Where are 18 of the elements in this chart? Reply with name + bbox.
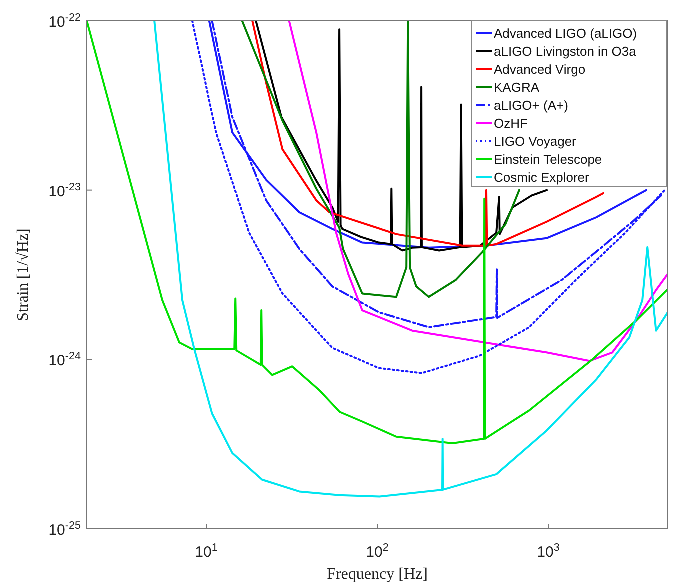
y-tick-label: 10$^{-24}$	[48, 350, 81, 370]
x-tick-label: 10$^{2}$	[366, 542, 389, 561]
legend-label: Einstein Telescope	[494, 152, 602, 167]
legend-label: Advanced Virgo	[494, 62, 586, 77]
y-tick-label: 10$^{-23}$	[48, 181, 81, 200]
x-tick-label: 10$^{1}$	[195, 542, 218, 561]
legend-label: Advanced LIGO (aLIGO)	[494, 26, 638, 41]
x-axis-title: Frequency [Hz]	[327, 566, 428, 583]
y-tick-label: 10$^{-25}$	[48, 520, 81, 539]
legend-label: LIGO Voyager	[494, 134, 578, 149]
legend-label: Cosmic Explorer	[494, 170, 590, 185]
legend-label: aLIGO+ (A+)	[494, 98, 568, 113]
legend-label: OzHF	[494, 116, 528, 131]
x-tick-label: 10$^{3}$	[537, 542, 560, 561]
legend-label: KAGRA	[494, 80, 540, 95]
y-axis-title: Strain [1/√Hz]	[15, 228, 32, 322]
legend-label: aLIGO Livingston in O3a	[494, 44, 638, 59]
y-tick-label: 10$^{-22}$	[48, 12, 81, 31]
